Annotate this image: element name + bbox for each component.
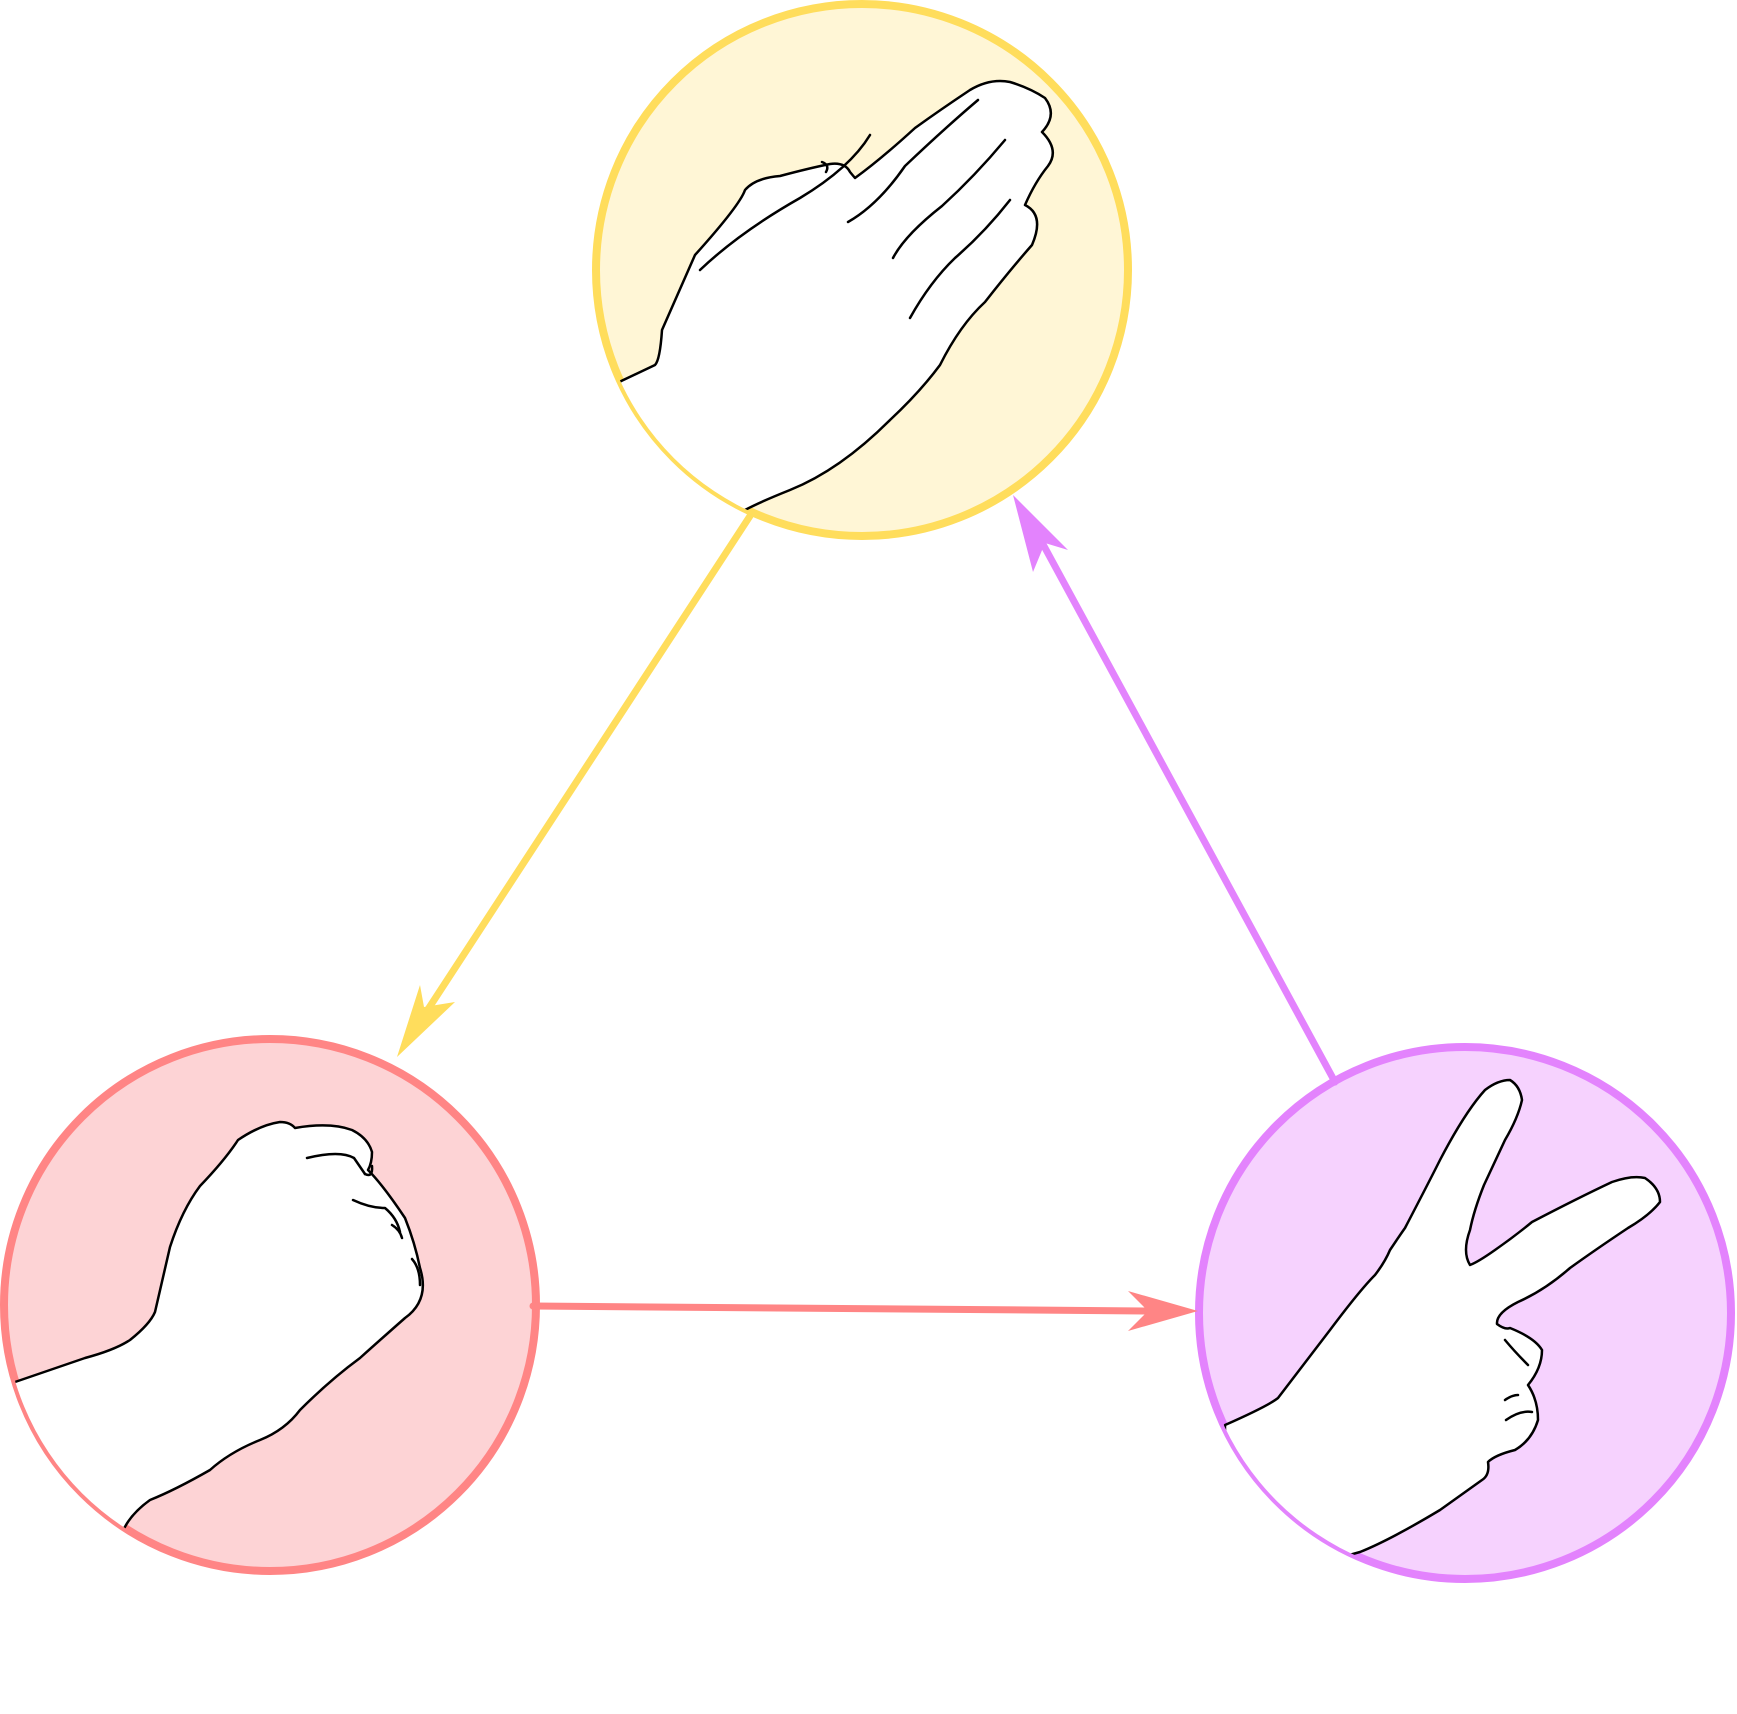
peace-sign-hand-icon [1223,1078,1662,1579]
edge-paper-to-rock-arrowhead [397,985,455,1057]
edge-rock-to-scissors-line [529,1302,1154,1315]
edge-scissors-to-paper-line [1034,531,1339,1086]
edge-paper-to-rock [397,512,754,1057]
node-paper [592,0,1132,540]
edge-scissors-to-paper [1013,495,1339,1086]
fist-icon [4,1120,425,1571]
edge-rock-to-scissors-arrowhead [1128,1291,1198,1331]
edge-scissors-to-paper-arrowhead [1013,495,1068,572]
node-rock [0,1035,540,1575]
edge-paper-to-rock-line [404,512,754,1044]
open-hand-icon [596,79,1055,536]
edge-rock-to-scissors [529,1291,1198,1331]
node-scissors [1195,1043,1735,1583]
